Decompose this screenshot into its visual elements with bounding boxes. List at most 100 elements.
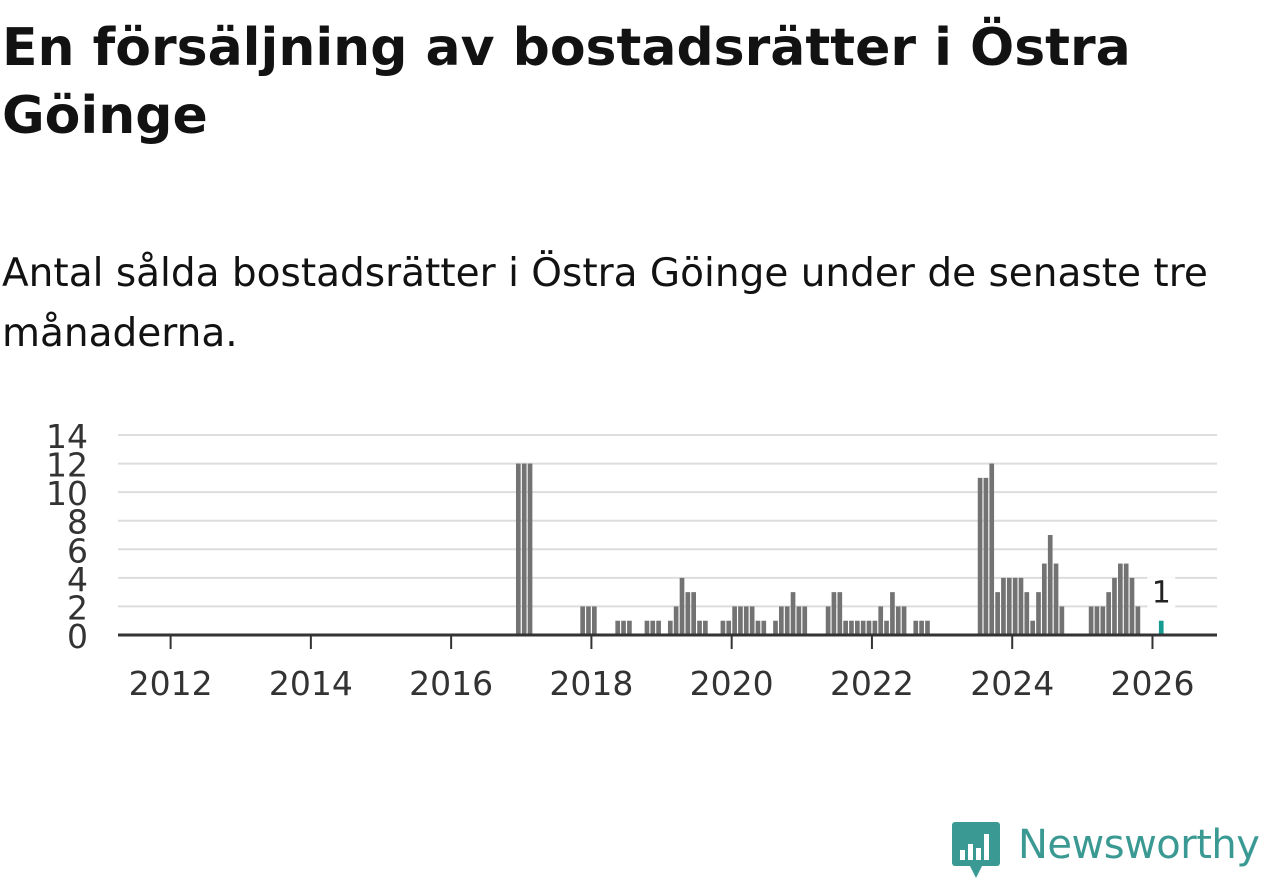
gridlines <box>118 434 1217 608</box>
bar-23 <box>743 606 749 635</box>
bar-24 <box>749 606 755 635</box>
bar-29 <box>784 606 790 635</box>
bar-0 <box>515 463 521 635</box>
bar-11 <box>656 620 661 635</box>
bar-18 <box>703 620 708 635</box>
bar-chart-logo-icon <box>952 822 1000 878</box>
bar-71 <box>1123 563 1129 635</box>
bar-37 <box>849 620 854 635</box>
bar-53 <box>995 592 1000 635</box>
bar-6 <box>615 620 621 635</box>
bar-62 <box>1047 535 1053 635</box>
bar-52 <box>989 463 995 635</box>
bar-31 <box>796 606 802 635</box>
data-label-background <box>1147 576 1176 611</box>
bar-10 <box>650 620 656 635</box>
bar-50 <box>977 477 983 635</box>
bar-22 <box>738 606 743 635</box>
bar-64 <box>1059 606 1065 635</box>
bar-25 <box>755 620 761 635</box>
x-tick-label-2022: 2022 <box>830 664 914 703</box>
bar-72 <box>1129 577 1135 635</box>
bar-59 <box>1030 620 1036 635</box>
bar-67 <box>1100 606 1106 635</box>
bar-57 <box>1018 577 1024 635</box>
x-tick-label-2020: 2020 <box>690 664 774 703</box>
y-tick-label-2: 2 <box>67 588 88 627</box>
bar-19 <box>720 620 726 635</box>
bar-41 <box>872 620 878 635</box>
bar-38 <box>855 620 860 635</box>
bar-5 <box>592 606 597 635</box>
data-labels: 1 <box>1147 576 1176 611</box>
bar-47 <box>913 620 919 635</box>
bars <box>515 463 1164 635</box>
bar-30 <box>790 592 796 635</box>
bar-4 <box>586 606 591 635</box>
bar-16 <box>691 592 696 635</box>
x-tick-label-2014: 2014 <box>269 664 353 703</box>
bar-21 <box>732 606 737 635</box>
bar-49 <box>925 620 930 635</box>
bar-27 <box>773 620 778 635</box>
x-tick-label-2018: 2018 <box>549 664 633 703</box>
x-tick-label-2016: 2016 <box>409 664 493 703</box>
x-tick-label-2024: 2024 <box>970 664 1054 703</box>
bar-2 <box>527 463 533 635</box>
bar-48 <box>919 620 924 635</box>
bar-60 <box>1036 592 1041 635</box>
bar-13 <box>673 606 679 635</box>
chart-subtitle: Antal sålda bostadsrätter i Östra Göinge… <box>2 251 1208 356</box>
bar-8 <box>627 620 632 635</box>
bar-36 <box>843 620 848 635</box>
bar-34 <box>831 592 837 635</box>
bar-1 <box>521 463 527 635</box>
bar-56 <box>1012 577 1018 635</box>
bar-55 <box>1006 577 1012 635</box>
bar-43 <box>884 620 889 635</box>
chart-title: En försäljning av bostadsrätter i Östra … <box>2 18 1131 146</box>
y-tick-label-8: 8 <box>67 503 88 542</box>
bar-51 <box>983 477 989 635</box>
bar-39 <box>860 620 866 635</box>
highlight-bar-0 <box>1158 620 1164 635</box>
bar-3 <box>580 606 585 635</box>
bar-66 <box>1094 606 1100 635</box>
bar-65 <box>1088 606 1094 635</box>
bar-26 <box>761 620 767 635</box>
bar-58 <box>1024 592 1030 635</box>
bar-15 <box>685 592 691 635</box>
bar-61 <box>1041 563 1047 635</box>
bar-32 <box>802 606 808 635</box>
bar-46 <box>901 606 907 635</box>
bar-7 <box>621 620 626 635</box>
bar-28 <box>778 606 784 635</box>
bar-70 <box>1118 563 1123 635</box>
bar-40 <box>866 620 872 635</box>
y-tick-label-6: 6 <box>67 531 88 570</box>
x-tick-label-2012: 2012 <box>129 664 213 703</box>
bar-54 <box>1001 577 1006 635</box>
bar-73 <box>1135 606 1141 635</box>
y-tick-label-12: 12 <box>46 446 88 485</box>
bar-45 <box>895 606 901 635</box>
newsworthy-wordmark: Newsworthy <box>1018 822 1260 868</box>
bar-12 <box>667 620 673 635</box>
x-tick-label-2026: 2026 <box>1110 664 1194 703</box>
y-tick-label-14: 14 <box>46 417 88 456</box>
bar-17 <box>697 620 702 635</box>
x-axis-ticks: 2012 2014 2016 2018 2020 2022 2024 2026 <box>129 635 1194 703</box>
y-tick-label-10: 10 <box>46 474 88 513</box>
y-tick-label-0: 0 <box>67 617 88 656</box>
bar-68 <box>1106 592 1111 635</box>
highlight-data-label: 1 <box>1152 576 1171 611</box>
bar-44 <box>890 592 895 635</box>
bar-9 <box>644 620 650 635</box>
bar-63 <box>1053 563 1059 635</box>
bar-42 <box>878 606 884 635</box>
bar-33 <box>825 606 831 635</box>
y-tick-label-4: 4 <box>67 560 88 599</box>
bar-20 <box>726 620 732 635</box>
